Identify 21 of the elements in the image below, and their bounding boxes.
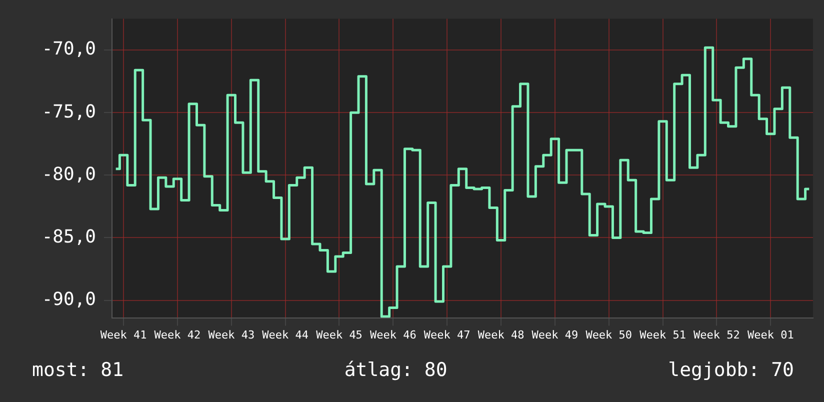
x-tick-label: Week 44 — [262, 328, 309, 342]
y-tick-label: -80,0 — [42, 164, 96, 185]
x-tick-label: Week 45 — [316, 328, 362, 342]
x-tick-label: Week 41 — [100, 328, 147, 342]
y-tick-label: -90,0 — [42, 288, 96, 310]
x-tick-label: Week 43 — [208, 328, 255, 342]
x-tick-label: Week 42 — [154, 328, 201, 342]
x-tick-label: Week 51 — [640, 328, 686, 342]
text: legjobb: 70 — [668, 359, 794, 381]
x-tick-label: Week 52 — [694, 328, 740, 342]
x-tick-label: Week 49 — [532, 328, 578, 342]
text: most: 81 — [32, 359, 124, 381]
x-tick-label: Week 46 — [370, 328, 416, 342]
x-tick-label: Week 01 — [747, 328, 794, 342]
x-tick-label: Week 50 — [586, 328, 632, 342]
y-tick-label: -85,0 — [42, 226, 96, 248]
y-tick-label: -70,0 — [42, 38, 96, 60]
x-tick-label: Week 48 — [478, 328, 524, 342]
x-tick-label: Week 47 — [424, 328, 470, 342]
y-tick-label: -75,0 — [42, 101, 96, 122]
text: átlag: 80 — [344, 359, 448, 381]
